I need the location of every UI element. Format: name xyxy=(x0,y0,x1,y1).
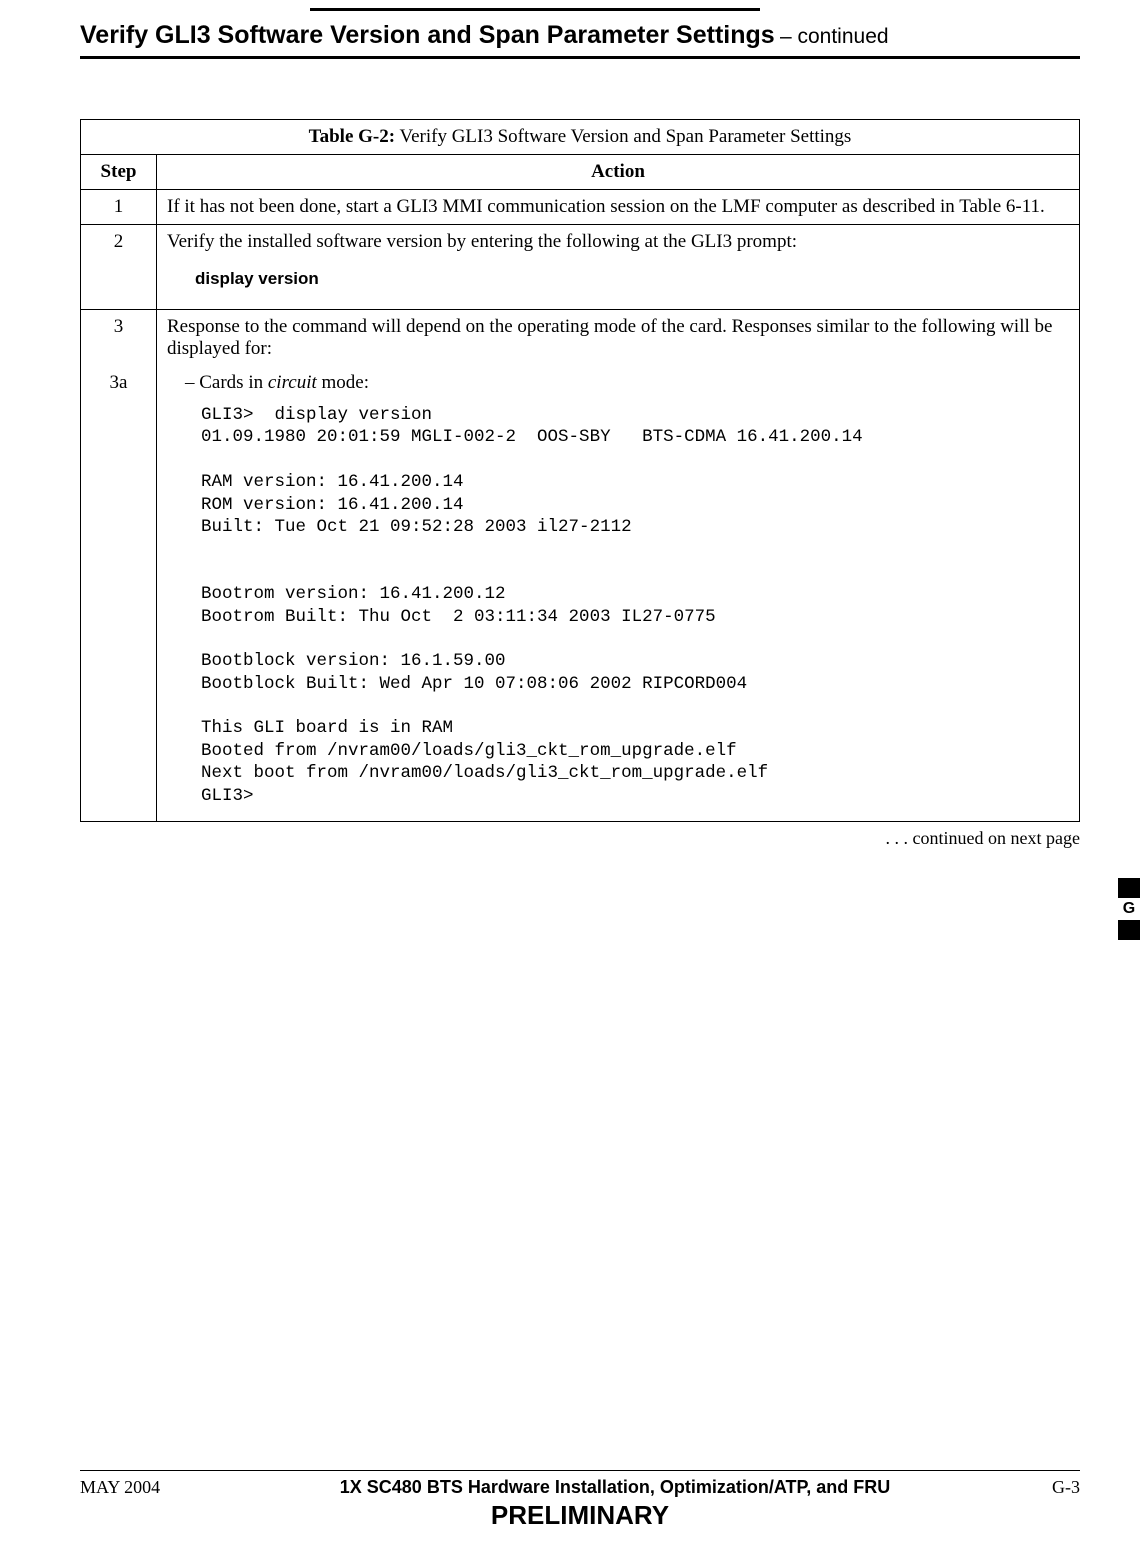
step-number: 3a xyxy=(81,366,157,822)
table-row: 3a – Cards in circuit mode: GLI3> displa… xyxy=(81,366,1080,822)
step-action: – Cards in circuit mode: GLI3> display v… xyxy=(157,366,1080,822)
page-title-line: Verify GLI3 Software Version and Span Pa… xyxy=(80,21,1080,50)
table-caption-text: Verify GLI3 Software Version and Span Pa… xyxy=(395,126,851,147)
side-tab-block-bottom xyxy=(1118,920,1140,940)
page-footer: MAY 2004 1X SC480 BTS Hardware Installat… xyxy=(80,1470,1080,1531)
footer-rule xyxy=(80,1470,1080,1471)
procedure-table: Table G-2: Verify GLI3 Software Version … xyxy=(80,119,1080,822)
terminal-output: GLI3> display version 01.09.1980 20:01:5… xyxy=(201,404,1069,807)
continued-note: . . . continued on next page xyxy=(80,828,1080,849)
substep-dash: – Cards in xyxy=(185,372,268,393)
table-caption: Table G-2: Verify GLI3 Software Version … xyxy=(81,120,1080,155)
table-caption-label: Table G-2: xyxy=(309,126,395,147)
page-title: Verify GLI3 Software Version and Span Pa… xyxy=(80,21,775,49)
table-row: 3 Response to the command will depend on… xyxy=(81,310,1080,367)
step-number: 2 xyxy=(81,225,157,310)
step-action: If it has not been done, start a GLI3 MM… xyxy=(157,190,1080,225)
side-tab-block-top xyxy=(1118,878,1140,898)
column-header-action: Action xyxy=(157,155,1080,190)
page-title-continued: – continued xyxy=(780,25,889,48)
step-number: 3 xyxy=(81,310,157,367)
footer-doc-title: 1X SC480 BTS Hardware Installation, Opti… xyxy=(230,1477,1000,1498)
substep-tail: mode: xyxy=(317,372,369,393)
step-action-text: Verify the installed software version by… xyxy=(167,231,797,252)
column-header-step: Step xyxy=(81,155,157,190)
table-row: 2 Verify the installed software version … xyxy=(81,225,1080,310)
footer-preliminary: PRELIMINARY xyxy=(80,1500,1080,1531)
side-tab: G xyxy=(1118,878,1140,940)
command-text: display version xyxy=(195,269,1069,289)
top-rule xyxy=(310,8,760,11)
step-number: 1 xyxy=(81,190,157,225)
substep-intro: – Cards in circuit mode: xyxy=(185,372,1069,394)
step-action: Response to the command will depend on t… xyxy=(157,310,1080,367)
footer-page-number: G-3 xyxy=(1000,1477,1080,1498)
step-action: Verify the installed software version by… xyxy=(157,225,1080,310)
substep-mode: circuit xyxy=(268,372,317,393)
side-tab-letter: G xyxy=(1118,898,1140,920)
table-row: 1 If it has not been done, start a GLI3 … xyxy=(81,190,1080,225)
title-underline xyxy=(80,56,1080,59)
footer-date: MAY 2004 xyxy=(80,1477,230,1498)
